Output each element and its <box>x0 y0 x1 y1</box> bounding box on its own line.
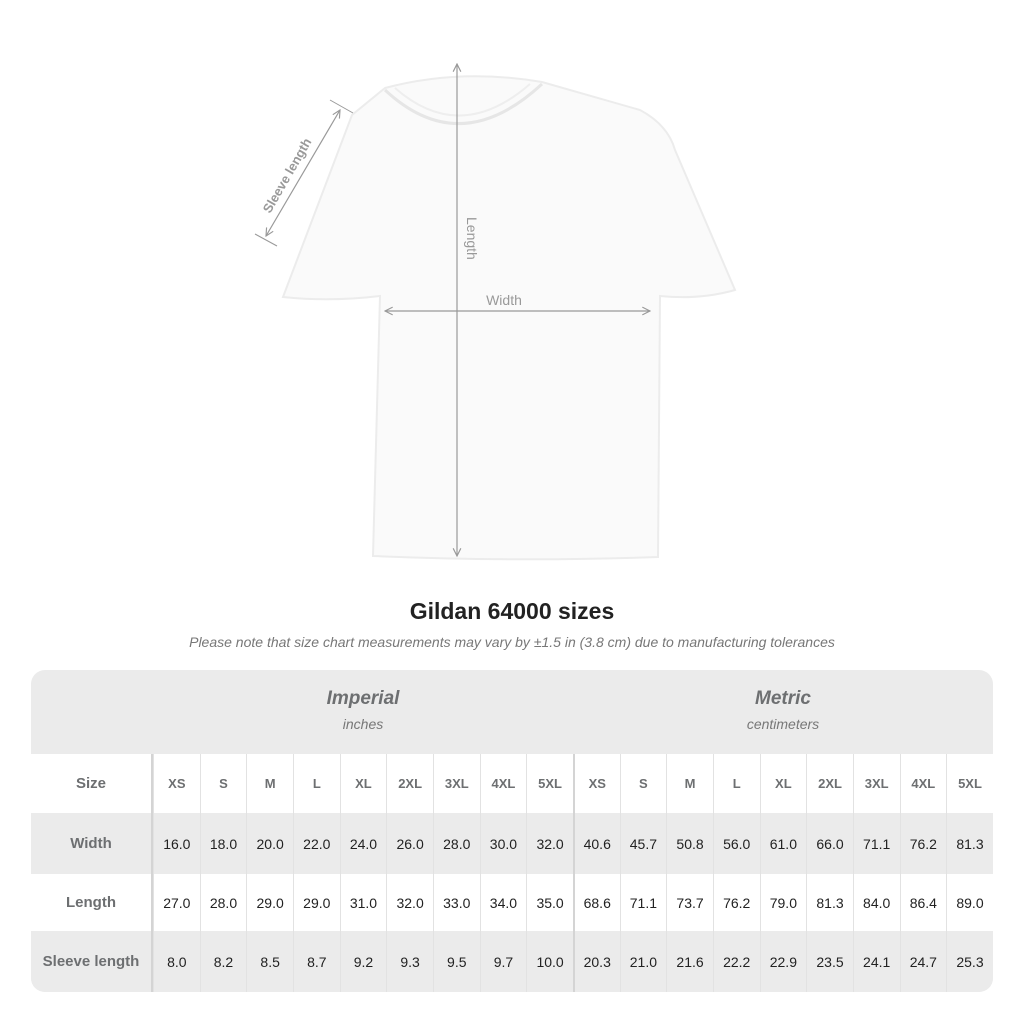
sleeve-length-label: Sleeve length <box>260 135 315 215</box>
imperial-value: 29.0 <box>246 874 293 931</box>
metric-value: 21.0 <box>619 931 667 992</box>
imperial-value: 28.0 <box>432 813 480 874</box>
metric-value: 22.2 <box>712 931 760 992</box>
row-label: Width <box>31 813 153 874</box>
imperial-value: 32.0 <box>386 874 433 931</box>
metric-value: 81.3 <box>806 874 853 931</box>
metric-value: 45.7 <box>619 813 667 874</box>
metric-value: 40.6 <box>572 813 620 874</box>
metric-value: 23.5 <box>806 931 853 992</box>
imperial-size-5xl: 5XL <box>526 754 573 813</box>
tshirt-diagram: Sleeve length Length Width <box>254 0 737 561</box>
imperial-size-xl: XL <box>339 754 387 813</box>
table-row: Width 16.0 18.0 20.0 22.0 24.0 26.0 28.0 30.0 32.… <box>31 813 993 874</box>
metric-size-xl: XL <box>759 754 807 813</box>
sleeve-arrow <box>266 110 340 236</box>
imperial-size-m: M <box>246 754 293 813</box>
length-label: Length <box>464 217 480 260</box>
metric-value: 50.8 <box>666 813 713 874</box>
metric-value: 79.0 <box>759 874 807 931</box>
row-label: Length <box>31 874 153 931</box>
imperial-size-s: S <box>199 754 247 813</box>
metric-value: 76.2 <box>899 813 947 874</box>
metric-size-2xl: 2XL <box>806 754 853 813</box>
tolerance-note: Please note that size chart measurements… <box>189 634 835 650</box>
imperial-size-4xl: 4XL <box>479 754 527 813</box>
size-label: Size <box>31 754 153 813</box>
imperial-value: 18.0 <box>199 813 247 874</box>
row-label: Sleeve length <box>31 931 153 992</box>
imperial-value: 8.2 <box>199 931 247 992</box>
imperial-value: 8.0 <box>153 931 200 992</box>
imperial-label: Imperial <box>326 688 400 709</box>
metric-value: 20.3 <box>572 931 620 992</box>
metric-size-4xl: 4XL <box>899 754 947 813</box>
metric-value: 76.2 <box>712 874 760 931</box>
imperial-value: 9.5 <box>432 931 480 992</box>
imperial-value: 31.0 <box>339 874 387 931</box>
metric-value: 89.0 <box>946 874 993 931</box>
imperial-value: 28.0 <box>199 874 247 931</box>
imperial-size-xs: XS <box>153 754 200 813</box>
imperial-size-3xl: 3XL <box>432 754 480 813</box>
imperial-value: 8.5 <box>246 931 293 992</box>
metric-value: 24.1 <box>852 931 900 992</box>
imperial-value: 8.7 <box>292 931 340 992</box>
imperial-value: 9.3 <box>386 931 433 992</box>
size-header-row: Size XS S M L XL 2XL 3XL 4XL 5XL XS S M L XL 2XL 3XL 4XL 5… <box>31 754 993 813</box>
imperial-value: 22.0 <box>292 813 340 874</box>
width-label: Width <box>486 292 522 308</box>
metric-value: 66.0 <box>806 813 853 874</box>
metric-size-m: M <box>666 754 713 813</box>
table-row: Length 27.0 28.0 29.0 29.0 31.0 32.0 33.0 34.0 35… <box>31 874 993 931</box>
imperial-value: 9.7 <box>479 931 527 992</box>
tshirt-shape <box>281 75 737 561</box>
metric-size-s: S <box>619 754 667 813</box>
page-title: Gildan 64000 sizes <box>409 598 615 624</box>
metric-value: 24.7 <box>899 931 947 992</box>
imperial-value: 24.0 <box>339 813 387 874</box>
metric-unit: centimeters <box>746 716 820 732</box>
imperial-value: 10.0 <box>526 931 573 992</box>
metric-size-xs: XS <box>572 754 620 813</box>
imperial-value: 16.0 <box>153 813 200 874</box>
metric-value: 71.1 <box>852 813 900 874</box>
metric-value: 22.9 <box>759 931 807 992</box>
metric-value: 25.3 <box>946 931 993 992</box>
metric-size-5xl: 5XL <box>946 754 993 813</box>
imperial-value: 29.0 <box>292 874 340 931</box>
metric-value: 61.0 <box>759 813 807 874</box>
metric-value: 56.0 <box>712 813 760 874</box>
imperial-value: 26.0 <box>386 813 433 874</box>
imperial-size-2xl: 2XL <box>386 754 433 813</box>
metric-size-l: L <box>712 754 760 813</box>
metric-value: 73.7 <box>666 874 713 931</box>
imperial-value: 34.0 <box>479 874 527 931</box>
size-table: Imperial inches Metric centimeters Size X… <box>31 670 993 992</box>
imperial-value: 20.0 <box>246 813 293 874</box>
imperial-value: 9.2 <box>339 931 387 992</box>
imperial-unit: inches <box>342 716 384 732</box>
metric-size-3xl: 3XL <box>852 754 900 813</box>
metric-value: 71.1 <box>619 874 667 931</box>
metric-value: 21.6 <box>666 931 713 992</box>
imperial-value: 35.0 <box>526 874 573 931</box>
imperial-value: 27.0 <box>153 874 200 931</box>
metric-header: Metric centimeters <box>573 670 993 754</box>
imperial-size-l: L <box>292 754 340 813</box>
metric-value: 86.4 <box>899 874 947 931</box>
imperial-value: 30.0 <box>479 813 527 874</box>
metric-value: 84.0 <box>852 874 900 931</box>
metric-value: 68.6 <box>572 874 620 931</box>
imperial-value: 32.0 <box>526 813 573 874</box>
imperial-header: Imperial inches <box>153 670 573 754</box>
imperial-value: 33.0 <box>432 874 480 931</box>
metric-value: 81.3 <box>946 813 993 874</box>
table-row: Sleeve length 8.0 8.2 8.5 8.7 9.2 9.3 9.5 9.7 10.… <box>31 931 993 992</box>
metric-label: Metric <box>755 688 811 709</box>
